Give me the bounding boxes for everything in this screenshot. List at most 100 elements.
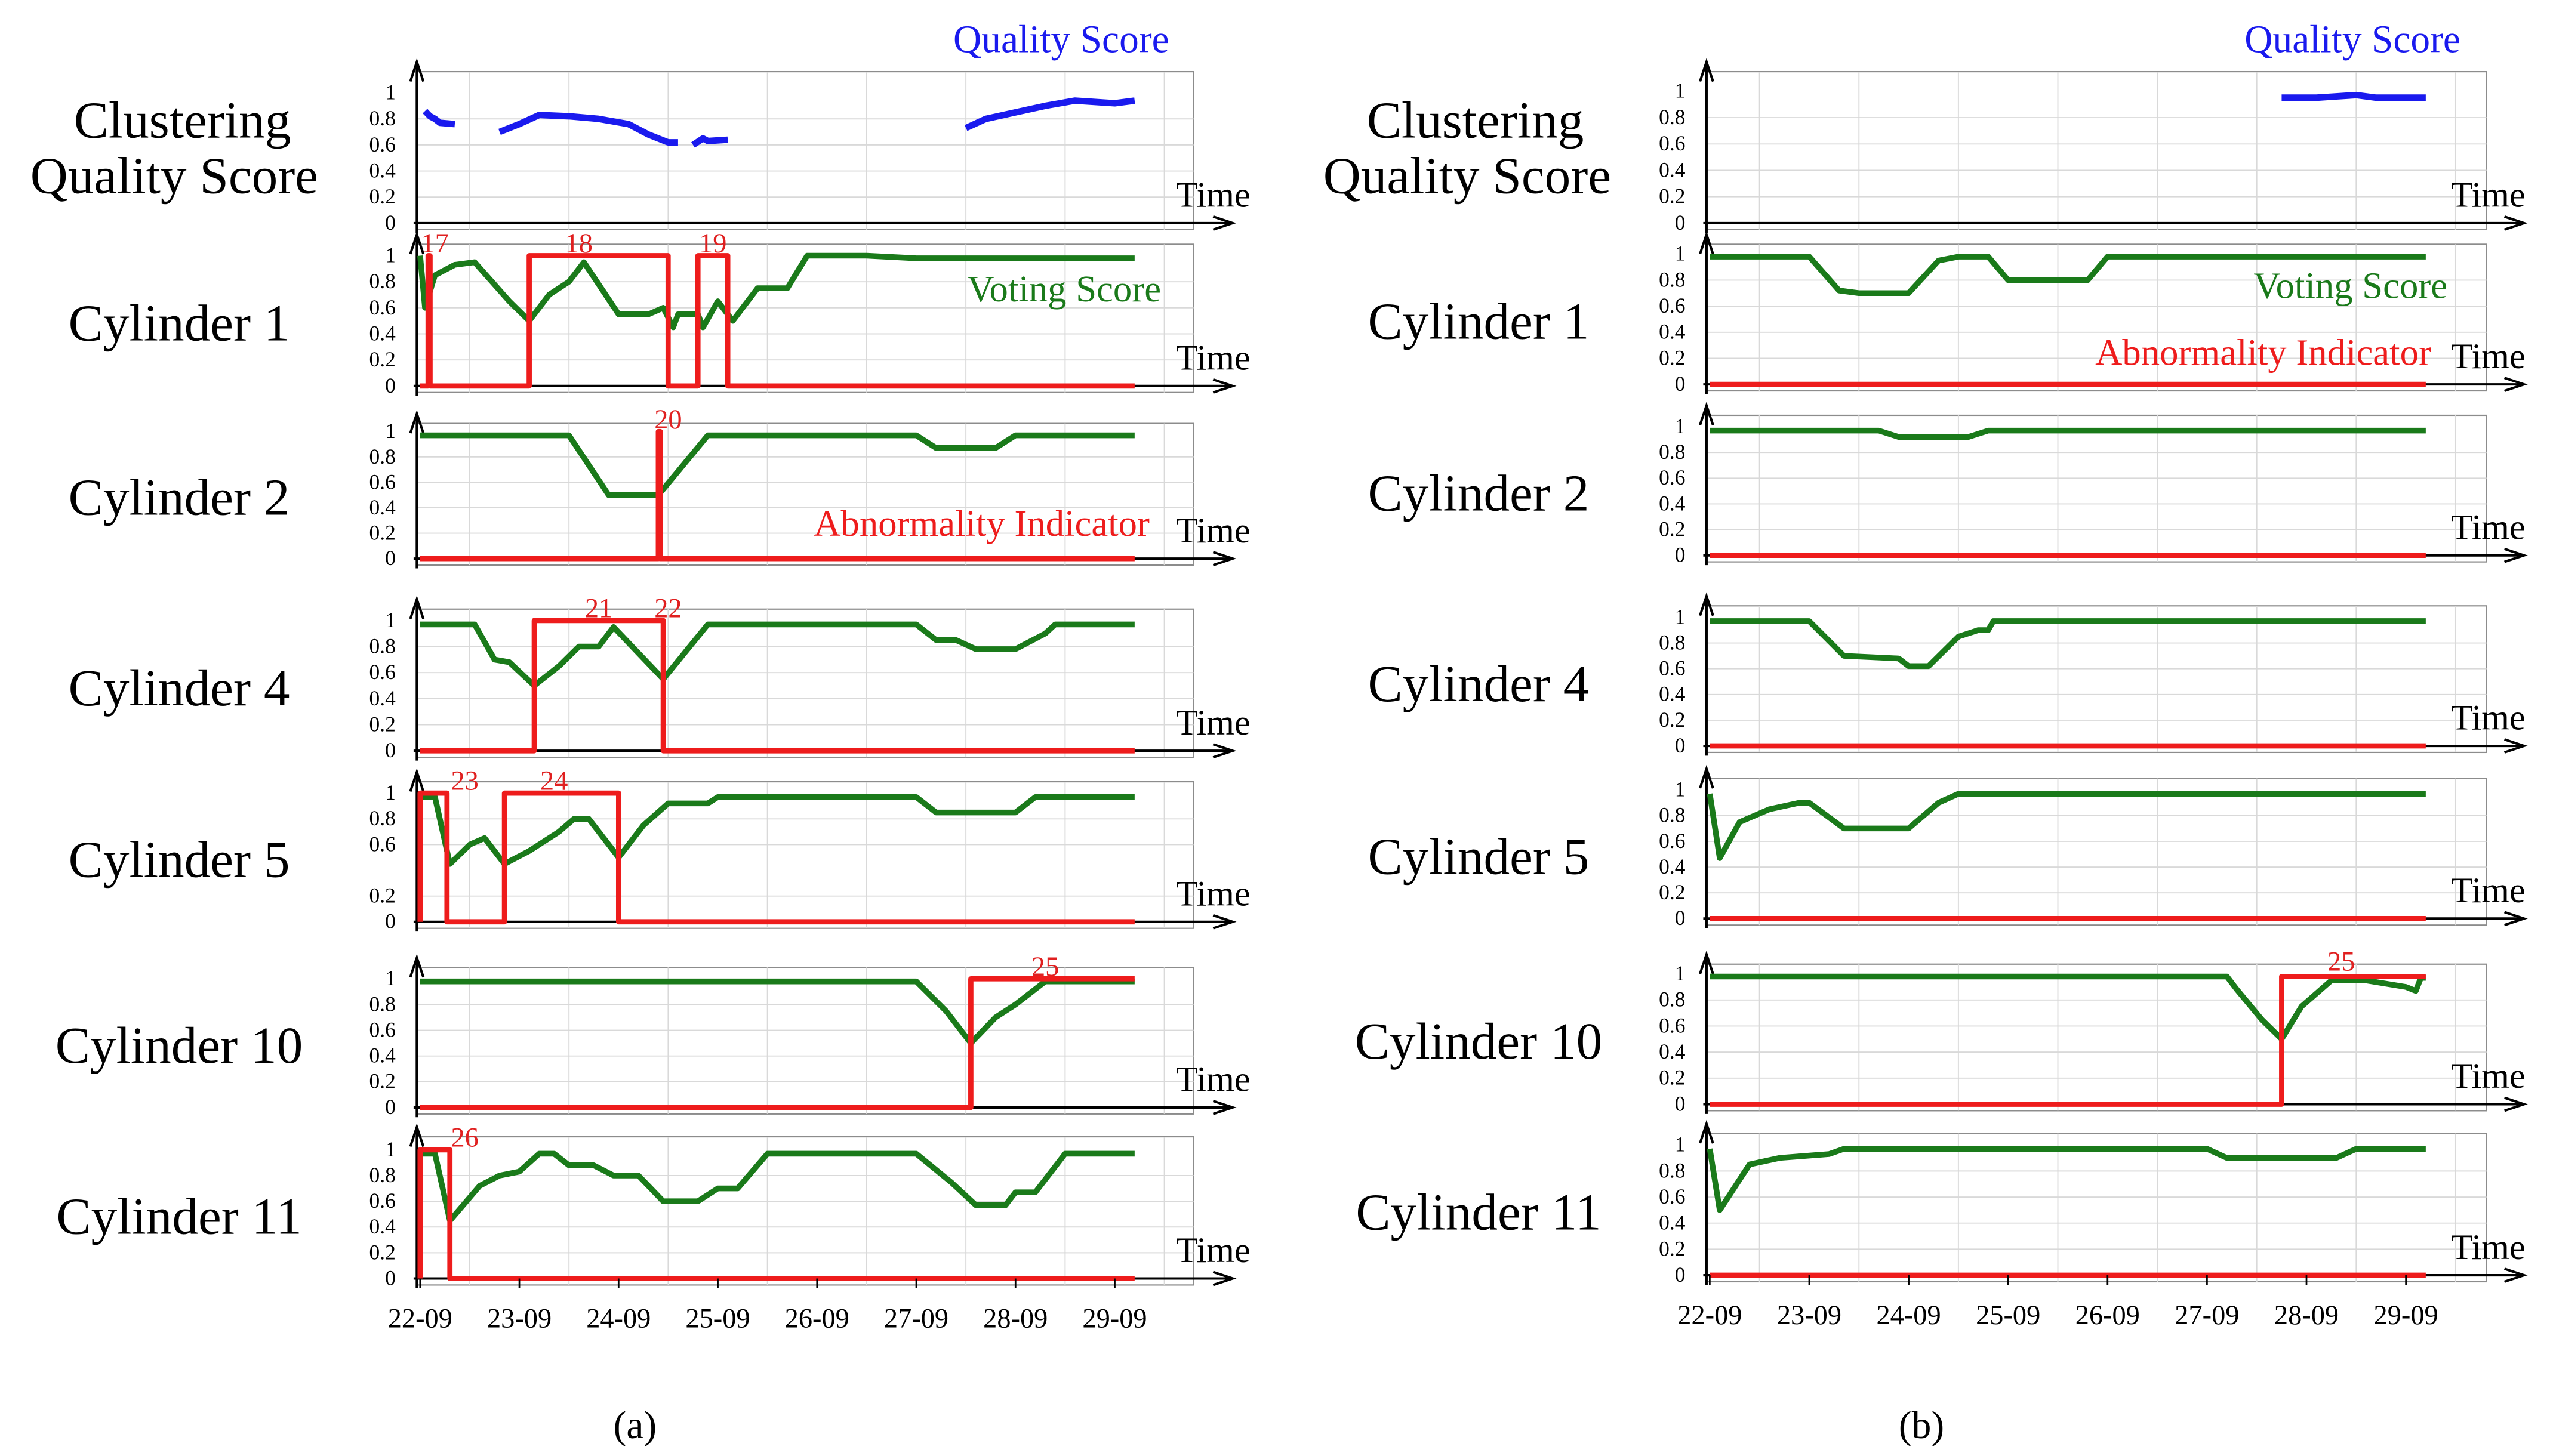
x-axis-label: Time: [1176, 338, 1251, 378]
x-tick-label: 29-09: [2374, 1300, 2438, 1331]
y-tick-label: 0.6: [1659, 131, 1685, 155]
abnormality-indicator-line: [417, 790, 1135, 925]
y-tick-label: 0.8: [369, 106, 396, 130]
voting-score-line: [420, 432, 1135, 498]
y-tick-label: 0: [1675, 1263, 1686, 1287]
x-axis-arrow: [1212, 1100, 1237, 1115]
annotation-label: 18: [565, 229, 593, 259]
x-tick-label: 25-09: [1976, 1300, 2040, 1331]
y-tick-label: 0.6: [1659, 294, 1685, 317]
chart-b-6: 10.80.6 0.40.2 0 Time Cylinder 11 22-09 23-09 2…: [1356, 1119, 2528, 1331]
y-tick-label: 0.2: [1659, 1236, 1685, 1260]
x-axis-label: Time: [2451, 1056, 2526, 1096]
x-axis-arrow: [2503, 1096, 2528, 1112]
chart-title: Cylinder 5: [1368, 827, 1590, 885]
legend-voting-score: Voting Score: [967, 268, 1161, 310]
y-axis-arrow: [1699, 58, 1714, 82]
y-tick-label: 0.4: [369, 686, 396, 710]
chart-a-3: 10.80.60.40.20 Time Cylinder 4 21 22: [69, 593, 1251, 762]
x-tick-label: 25-09: [685, 1303, 750, 1334]
caption-b: (b): [1899, 1404, 1944, 1447]
y-axis-arrow: [409, 230, 425, 255]
voting-score-line: [420, 794, 1135, 867]
chart-title: Cylinder 10: [1355, 1012, 1603, 1070]
chart-a-1: 10.80.60.40.2 0 Time Cylinder 1 17 18 19: [69, 229, 1251, 397]
y-tick-label: 0.6: [369, 832, 396, 856]
y-tick-label: 0.8: [1659, 988, 1685, 1011]
caption-a: (a): [614, 1404, 657, 1447]
y-tick-label: 0: [385, 738, 396, 762]
chart-title: Cylinder 10: [56, 1016, 303, 1074]
quality-score-line: [691, 135, 728, 148]
plot-frame: [416, 781, 1194, 929]
x-axis-arrow: [1212, 551, 1237, 567]
y-axis-arrow: [1699, 592, 1714, 616]
y-tick-label: 1: [1675, 778, 1686, 801]
chart-title: Quality Score: [30, 146, 318, 204]
y-tick-label: 1: [385, 966, 396, 990]
x-axis-label: Time: [1176, 511, 1251, 550]
annotation-label: 22: [654, 593, 682, 624]
y-tick-label: 0.8: [1659, 267, 1685, 291]
chart-title: Cylinder 2: [1368, 464, 1590, 522]
quality-score-line: [964, 97, 1135, 131]
voting-score-line: [420, 1150, 1135, 1224]
chart-title: Cylinder 2: [69, 468, 290, 526]
voting-score-line: [1710, 618, 2426, 670]
x-axis-arrow: [2503, 215, 2528, 231]
y-tick-label: 0: [1675, 211, 1686, 235]
abnormality-indicator-line: [420, 976, 1135, 1110]
annotation-label: 25: [1031, 952, 1059, 982]
x-axis-label: Time: [1176, 874, 1251, 913]
x-tick-label: 26-09: [2075, 1300, 2140, 1331]
x-axis-label: Time: [2451, 1227, 2526, 1267]
chart-a-2: 10.80.60.40.20 Time Cylinder 2 20: [69, 405, 1251, 570]
y-tick-label: 1: [385, 419, 396, 443]
plot-frame: [416, 70, 1194, 230]
y-tick-label: 0.8: [369, 806, 396, 830]
voting-score-line: [420, 978, 1135, 1046]
y-tick-label: 0.4: [1659, 158, 1686, 181]
chart-title: Quality Score: [1323, 146, 1611, 204]
y-tick-label: 0: [1675, 1091, 1686, 1115]
annotation-label: 25: [2327, 947, 2355, 977]
x-axis-label: Time: [1176, 175, 1251, 215]
y-tick-label: 0.4: [1659, 682, 1686, 706]
y-tick-label: 1: [385, 243, 396, 267]
chart-b-1: 10.8 0.6 0.40.2 0 Time Cylinder 1: [1368, 230, 2528, 396]
plot-frame: [416, 967, 1194, 1115]
y-tick-label: 1: [385, 608, 396, 632]
y-tick-label: 0: [1675, 372, 1686, 396]
abnormality-indicator-line: [1710, 974, 2426, 1107]
y-tick-label: 0.8: [369, 269, 396, 293]
x-tick-label: 22-09: [1677, 1300, 1742, 1331]
y-axis-arrow: [409, 409, 425, 434]
x-tick-label: 27-09: [884, 1303, 948, 1334]
chart-title: Clustering: [74, 91, 291, 149]
x-tick-label: 26-09: [785, 1303, 849, 1334]
x-axis-label: Time: [2451, 175, 2526, 215]
y-tick-label: 0.8: [369, 1163, 396, 1187]
y-tick-label: 0.2: [369, 1069, 396, 1093]
x-axis-arrow: [1212, 378, 1237, 394]
y-tick-label: 0.8: [369, 634, 396, 658]
y-tick-label: 0: [1675, 906, 1686, 930]
y-axis-arrow: [1699, 764, 1714, 789]
y-tick-label: 0.2: [1659, 517, 1685, 541]
y-tick-label: 0.8: [1659, 1158, 1685, 1182]
chart-b-2: 10.80.60.40.20 Time Cylinder 2: [1368, 402, 2528, 567]
x-tick-label: 22-09: [388, 1303, 452, 1334]
x-axis-arrow: [2503, 547, 2528, 563]
y-tick-label: 1: [1675, 961, 1686, 985]
quality-score-line: [498, 112, 678, 146]
y-tick-label: 0.2: [1659, 880, 1685, 904]
y-tick-label: 0.6: [1659, 1013, 1685, 1037]
voting-score-line: [1707, 791, 2426, 861]
y-tick-label: 0.8: [369, 445, 396, 468]
y-tick-label: 0.8: [1659, 630, 1685, 654]
voting-score-line: [1707, 1146, 2426, 1213]
x-axis-label: Time: [1176, 1230, 1251, 1270]
legend-voting-score: Voting Score: [2253, 264, 2447, 306]
x-axis-arrow: [1212, 215, 1237, 231]
